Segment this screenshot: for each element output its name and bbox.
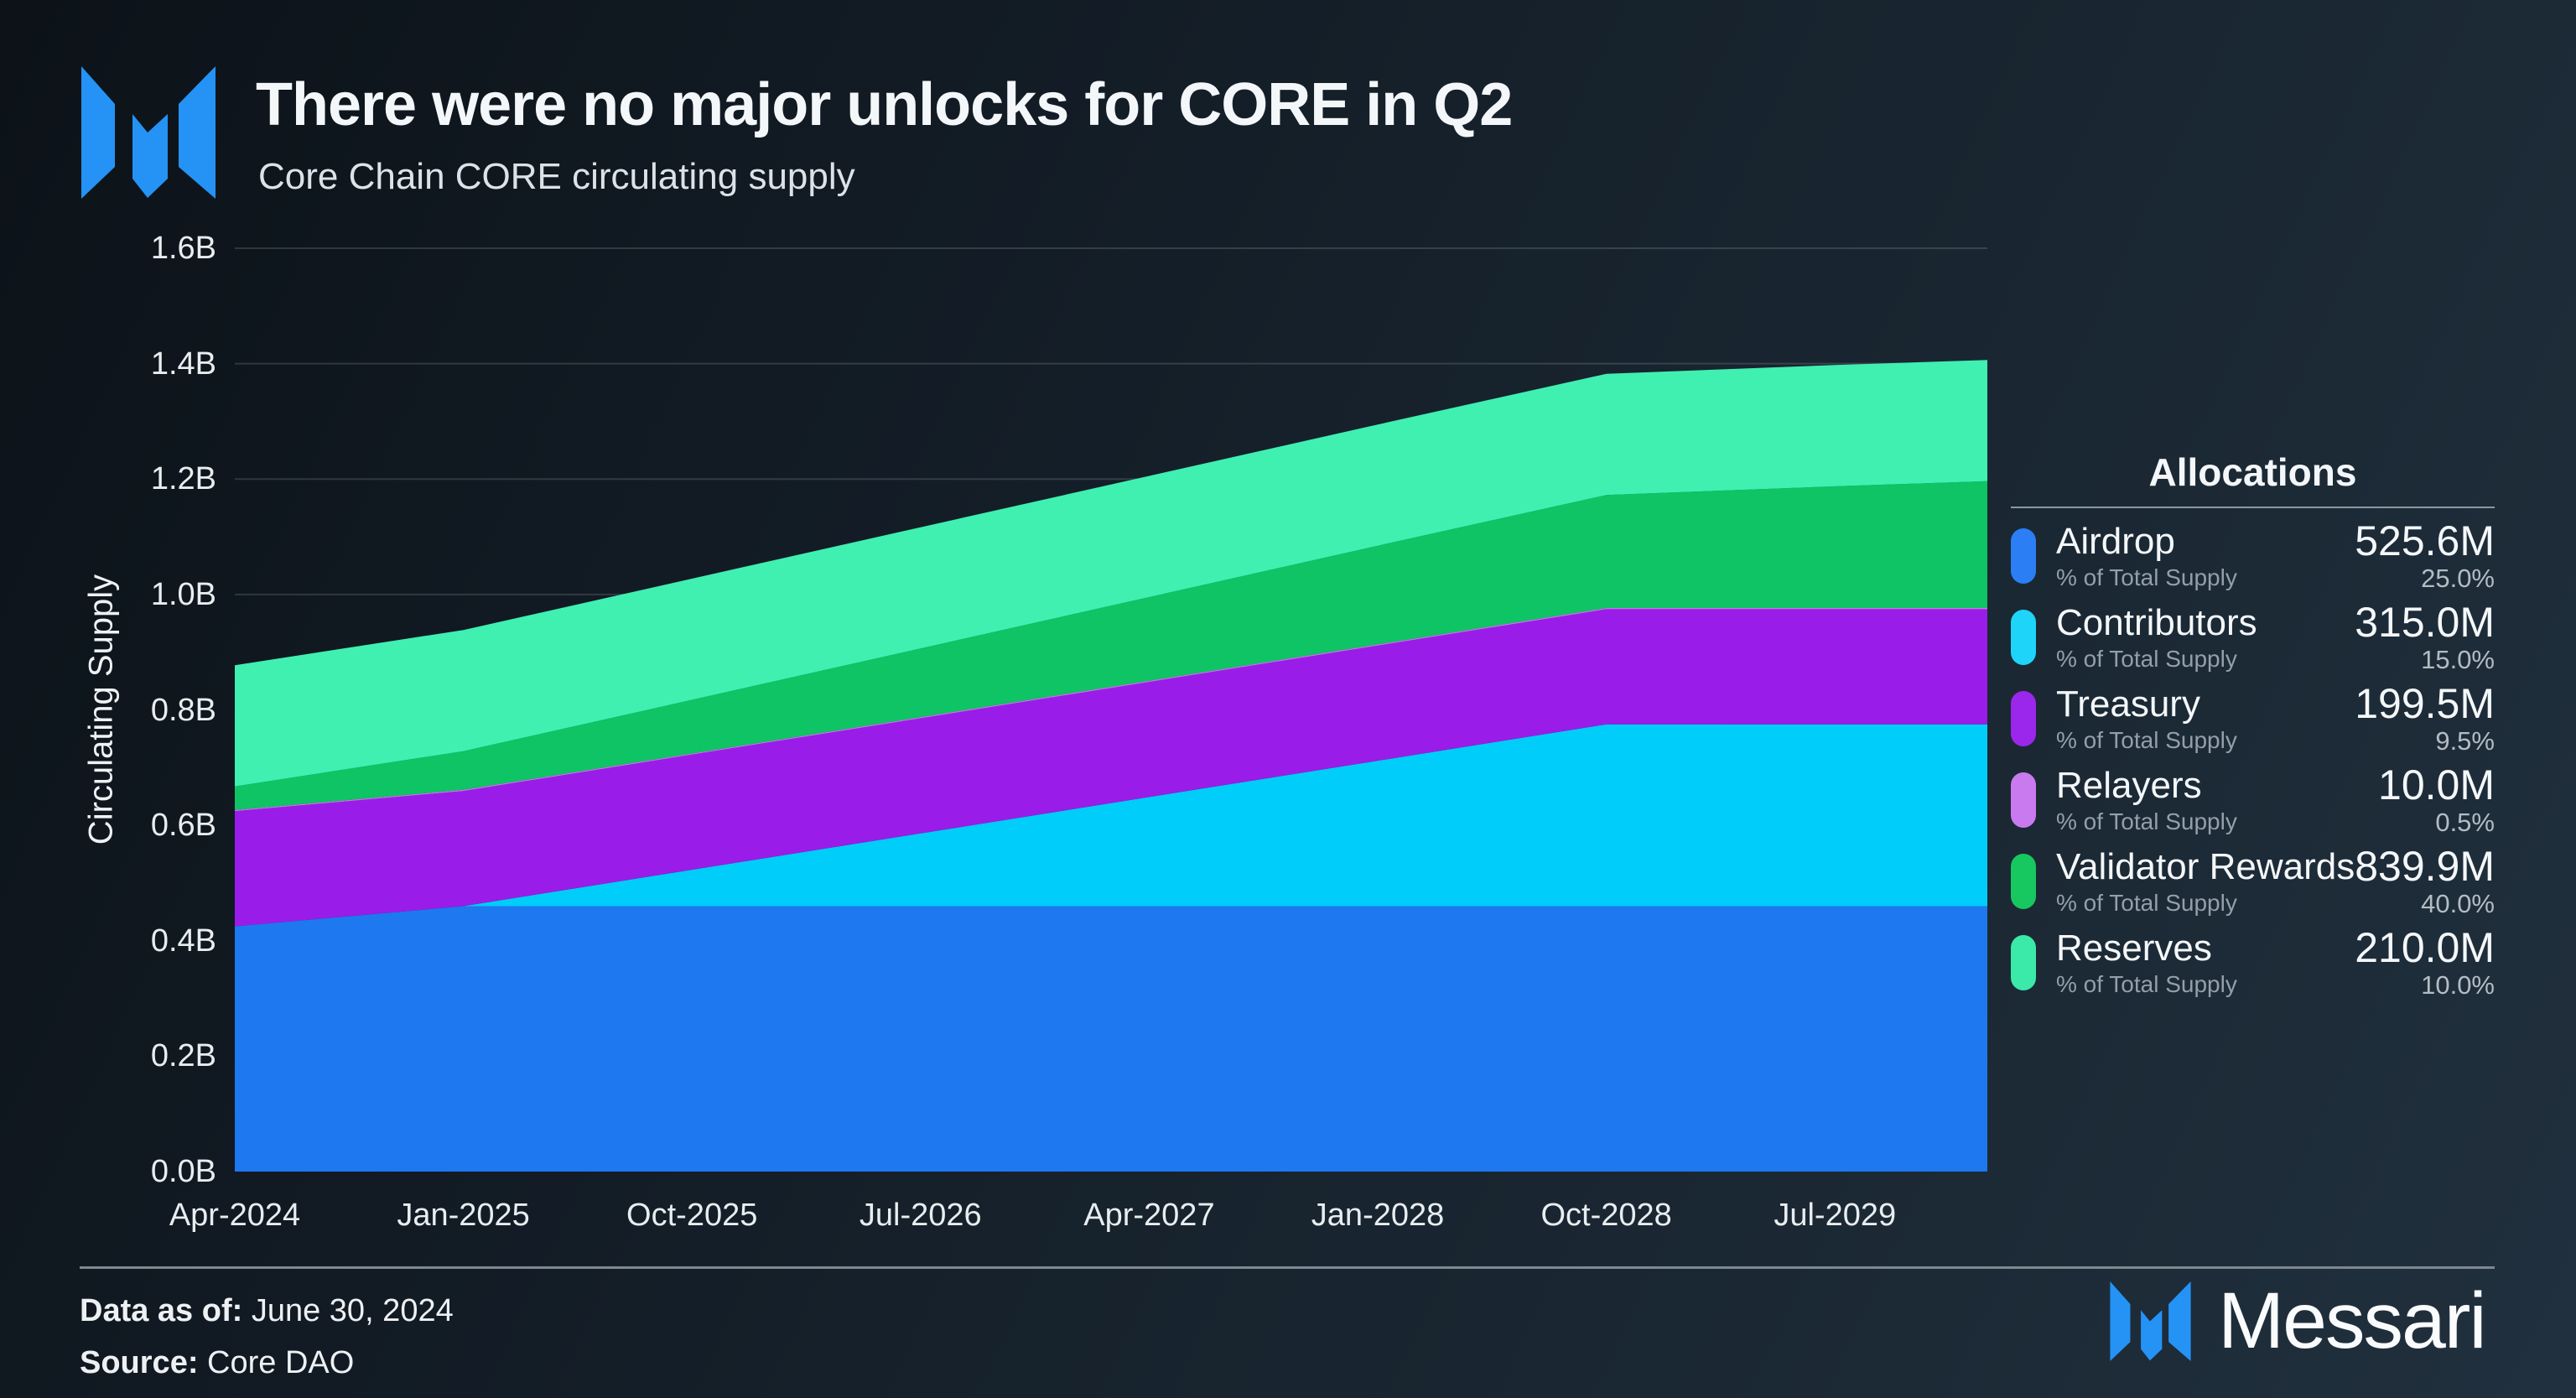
page-subtitle: Core Chain CORE circulating supply — [258, 156, 855, 197]
y-tick-label: 0.2B — [150, 1038, 216, 1074]
treasury-swatch-icon — [2011, 690, 2036, 746]
legend-sublabel: % of Total Supply — [2056, 808, 2237, 834]
source-label: Source: — [80, 1345, 199, 1380]
y-tick-label: 1.0B — [150, 576, 216, 612]
chart-canvas — [235, 247, 1987, 1172]
x-tick-label: Apr-2024 — [169, 1198, 301, 1233]
legend-sublabel: % of Total Supply — [2056, 645, 2237, 672]
y-tick-label: 0.4B — [150, 922, 216, 959]
legend-name: Airdrop — [2056, 520, 2175, 562]
legend-value: 210.0M — [2355, 923, 2495, 971]
legend-name: Reserves — [2056, 927, 2212, 969]
legend-row-airdrop: Airdrop % of Total Supply 525.6M 25.0% — [2011, 515, 2495, 596]
legend-name: Contributors — [2056, 601, 2257, 643]
allocations-legend: Allocations Airdrop % of Total Supply 52… — [2011, 450, 2495, 1003]
relayers-swatch-icon — [2011, 772, 2036, 828]
data-as-of-label: Data as of: — [80, 1293, 243, 1328]
page-title: There were no major unlocks for CORE in … — [256, 71, 1513, 138]
legend-row-treasury: Treasury % of Total Supply 199.5M 9.5% — [2011, 678, 2495, 759]
legend-title: Allocations — [2148, 450, 2357, 494]
legend-sublabel: % of Total Supply — [2056, 970, 2237, 997]
legend-pct: 0.5% — [2435, 807, 2495, 837]
source: Source: Core DAO — [80, 1345, 354, 1381]
reserves-swatch-icon — [2011, 934, 2036, 990]
legend-rows: Airdrop % of Total Supply 525.6M 25.0% C… — [2011, 515, 2495, 1003]
legend-pct: 40.0% — [2421, 888, 2495, 918]
x-tick-label: Jan-2025 — [397, 1198, 530, 1233]
legend-pct: 15.0% — [2421, 644, 2495, 674]
airdrop-swatch-icon — [2011, 527, 2036, 584]
legend-name: Relayers — [2056, 764, 2202, 806]
messari-logo-icon — [2110, 1281, 2191, 1361]
x-tick-label: Oct-2025 — [626, 1198, 758, 1233]
y-tick-label: 1.6B — [150, 231, 216, 266]
footer-divider — [80, 1266, 2495, 1269]
x-tick-label: Jan-2028 — [1311, 1198, 1445, 1233]
y-tick-label: 0.0B — [150, 1154, 216, 1189]
legend-sublabel: % of Total Supply — [2056, 726, 2237, 753]
legend-pct: 25.0% — [2421, 563, 2495, 593]
legend-pct: 10.0% — [2421, 969, 2495, 1000]
y-tick-label: 1.4B — [150, 346, 216, 382]
legend-row-reserves: Reserves % of Total Supply 210.0M 10.0% — [2011, 922, 2495, 1003]
legend-value: 199.5M — [2355, 679, 2495, 727]
legend-name: Treasury — [2056, 683, 2200, 725]
data-as-of-value: June 30, 2024 — [251, 1293, 454, 1328]
data-as-of: Data as of: June 30, 2024 — [80, 1293, 454, 1329]
legend-name: Validator Rewards — [2056, 845, 2355, 887]
messari-logo-icon — [81, 66, 216, 199]
legend-value: 839.9M — [2355, 842, 2495, 890]
legend-value: 315.0M — [2355, 598, 2495, 646]
validator-rewards-swatch-icon — [2011, 853, 2036, 909]
legend-sublabel: % of Total Supply — [2056, 564, 2237, 590]
x-tick-label: Jul-2026 — [859, 1198, 982, 1233]
x-tick-label: Apr-2027 — [1083, 1198, 1215, 1233]
legend-value: 10.0M — [2378, 761, 2495, 808]
x-tick-label: Oct-2028 — [1540, 1198, 1672, 1233]
y-tick-label: 0.6B — [150, 808, 216, 844]
legend-row-contributors: Contributors % of Total Supply 315.0M 15… — [2011, 596, 2495, 678]
legend-sublabel: % of Total Supply — [2056, 889, 2237, 916]
legend-pct: 9.5% — [2435, 725, 2495, 756]
legend-divider — [2011, 507, 2495, 508]
legend-value: 525.6M — [2355, 517, 2495, 564]
x-tick-label: Jul-2029 — [1774, 1198, 1897, 1233]
y-tick-label: 0.8B — [150, 692, 216, 728]
legend-row-validator-rewards: Validator Rewards % of Total Supply 839.… — [2011, 840, 2495, 922]
y-tick-label: 1.2B — [150, 461, 216, 497]
source-value: Core DAO — [207, 1345, 355, 1380]
legend-row-relayers: Relayers % of Total Supply 10.0M 0.5% — [2011, 759, 2495, 840]
messari-wordmark: Messari — [2218, 1276, 2487, 1365]
contributors-swatch-icon — [2011, 609, 2036, 665]
stacked-area-chart — [235, 247, 1987, 1172]
